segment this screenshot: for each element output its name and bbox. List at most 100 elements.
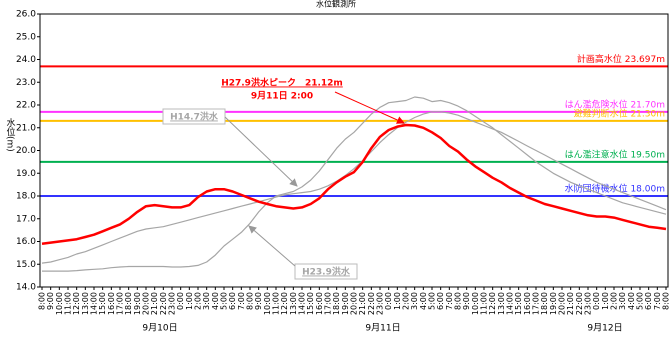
x-tick-label: 16:00 <box>315 292 324 315</box>
x-tick-label: 7:00 <box>653 292 662 310</box>
chart-title: 水位観測所 <box>316 0 356 9</box>
x-tick-label: 14:00 <box>506 292 515 315</box>
y-tick-label: 17.0 <box>16 214 36 224</box>
annotation: 9月11日 2:00 <box>251 91 313 102</box>
x-tick-label: 8:00 <box>662 292 671 310</box>
x-tick-label: 5:00 <box>636 292 645 310</box>
x-tick-label: 18:00 <box>124 292 133 315</box>
series-line <box>42 96 667 272</box>
x-tick-label: 13:00 <box>497 292 506 315</box>
annotation-box <box>294 263 358 280</box>
x-tick-label: 19:00 <box>133 292 142 315</box>
x-tick-label: 11:00 <box>272 292 281 315</box>
x-tick-label: 8:00 <box>38 292 47 310</box>
x-tick-label: 9:00 <box>46 292 55 310</box>
x-tick-label: 16:00 <box>523 292 532 315</box>
x-tick-label: 9:00 <box>462 292 471 310</box>
y-tick-label: 20.0 <box>16 146 36 156</box>
y-tick-label: 22.0 <box>16 101 36 111</box>
annotation-arrow <box>248 225 296 267</box>
x-tick-label: 11:00 <box>64 292 73 315</box>
date-label: 9月11日 <box>365 323 400 334</box>
plot-area: 14.0 15.0 16.0 17.0 18.0 19.0 20.0 21.0 22.0 23.0… <box>16 10 671 316</box>
y-tick-label: 23.0 <box>16 78 36 88</box>
reference-label: 水防団待機水位 18.00m <box>565 183 665 195</box>
x-tick-label: 12:00 <box>72 292 81 315</box>
x-tick-label: 6:00 <box>644 292 653 310</box>
x-tick-label: 10:00 <box>55 292 64 315</box>
x-tick-label: 2:00 <box>194 292 203 310</box>
x-tick-label: 9:00 <box>254 292 263 310</box>
x-tick-label: 16:00 <box>107 292 116 315</box>
date-label: 9月12日 <box>587 323 622 334</box>
x-tick-label: 15:00 <box>306 292 315 315</box>
x-tick-label: 22:00 <box>159 292 168 315</box>
x-tick-label: 15:00 <box>98 292 107 315</box>
x-tick-label: 19:00 <box>341 292 350 315</box>
x-tick-label: 13:00 <box>81 292 90 315</box>
x-tick-label: 3:00 <box>618 292 627 310</box>
y-tick-label: 18.0 <box>16 192 36 202</box>
x-tick-label: 4:00 <box>419 292 428 310</box>
y-tick-label: 26.0 <box>16 10 36 20</box>
x-tick-label: 4:00 <box>211 292 220 310</box>
plot-frame <box>39 13 669 288</box>
x-tick-label: 22:00 <box>575 292 584 315</box>
x-tick-label: 11:00 <box>480 292 489 315</box>
x-tick-label: 20:00 <box>350 292 359 315</box>
y-tick-label: 21.0 <box>16 123 36 133</box>
series-label: H23.9洪水 <box>302 266 351 278</box>
x-tick-label: 7:00 <box>237 292 246 310</box>
y-tick-label: 14.0 <box>16 283 36 293</box>
y-axis-label: 水位(m) <box>5 117 16 152</box>
x-tick-label: 12:00 <box>488 292 497 315</box>
y-tick-label: 24.0 <box>16 55 36 65</box>
reference-label: 計画高水位 23.697m <box>577 53 665 65</box>
x-tick-label: 10:00 <box>263 292 272 315</box>
x-tick-label: 17:00 <box>116 292 125 315</box>
x-tick-label: 12:00 <box>280 292 289 315</box>
x-tick-label: 13:00 <box>289 292 298 315</box>
reference-label: 避難判断水位 21.30m <box>574 107 665 119</box>
x-tick-label: 15:00 <box>514 292 523 315</box>
x-tick-label: 7:00 <box>445 292 454 310</box>
x-tick-label: 19:00 <box>549 292 558 315</box>
x-tick-label: 23:00 <box>376 292 385 315</box>
x-tick-label: 10:00 <box>471 292 480 315</box>
x-tick-label: 17:00 <box>324 292 333 315</box>
x-tick-label: 2:00 <box>610 292 619 310</box>
series-line <box>41 123 667 246</box>
x-tick-label: 22:00 <box>367 292 376 315</box>
x-tick-label: 3:00 <box>202 292 211 310</box>
x-tick-label: 2:00 <box>402 292 411 310</box>
x-tick-label: 0:00 <box>592 292 601 310</box>
annotation-arrow <box>224 116 298 187</box>
x-tick-label: 17:00 <box>532 292 541 315</box>
x-tick-label: 20:00 <box>142 292 151 315</box>
reference-label: はん濫注意水位 19.50m <box>565 148 665 160</box>
reference-label: はん濫危険水位 21.70m <box>565 98 665 110</box>
x-tick-label: 21:00 <box>566 292 575 315</box>
x-tick-label: 23:00 <box>168 292 177 315</box>
x-tick-label: 8:00 <box>454 292 463 310</box>
x-tick-label: 14:00 <box>90 292 99 315</box>
annotation-box <box>162 108 226 125</box>
x-tick-label: 20:00 <box>558 292 567 315</box>
x-tick-label: 3:00 <box>410 292 419 310</box>
x-tick-label: 8:00 <box>246 292 255 310</box>
x-tick-label: 6:00 <box>436 292 445 310</box>
y-tick-label: 16.0 <box>16 237 36 247</box>
x-tick-label: 5:00 <box>220 292 229 310</box>
x-tick-label: 5:00 <box>428 292 437 310</box>
y-tick-label: 19.0 <box>16 169 36 179</box>
x-tick-label: 6:00 <box>228 292 237 310</box>
annotation-arrow <box>334 91 405 124</box>
series-label: H14.7洪水 <box>170 111 219 123</box>
x-tick-label: 1:00 <box>393 292 402 310</box>
date-label: 9月10日 <box>142 323 177 334</box>
x-tick-label: 21:00 <box>150 292 159 315</box>
x-tick-label: 18:00 <box>332 292 341 315</box>
x-tick-label: 1:00 <box>185 292 194 310</box>
x-tick-label: 4:00 <box>627 292 636 310</box>
